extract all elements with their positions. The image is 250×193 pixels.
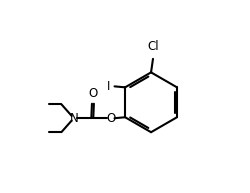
Text: O: O (88, 87, 98, 100)
Text: I: I (107, 80, 110, 93)
Text: N: N (70, 112, 78, 125)
Text: O: O (106, 112, 115, 125)
Text: Cl: Cl (147, 40, 159, 53)
